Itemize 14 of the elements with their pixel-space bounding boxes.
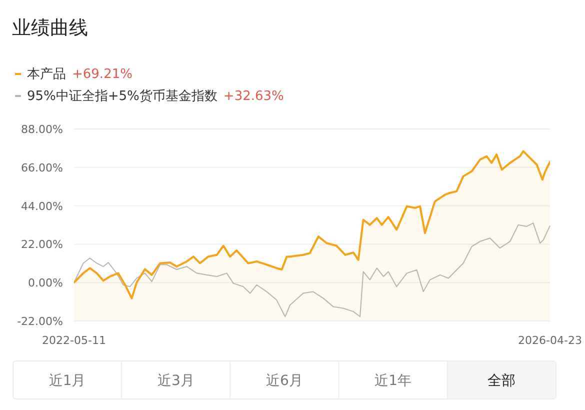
- y-tick-label: 66.00%: [21, 161, 63, 174]
- range-buttons: 近1月 近3月 近6月 近1年 全部: [12, 360, 556, 400]
- y-tick-label: 44.00%: [21, 200, 63, 213]
- y-tick-label: 22.00%: [21, 238, 63, 252]
- legend-label: 本产品: [27, 67, 66, 82]
- text: +69.21%: [72, 67, 132, 82]
- text: +32.63%: [223, 89, 284, 104]
- y-tick-label: 88.00%: [21, 123, 63, 136]
- y-tick-label: -22.00%: [17, 315, 63, 328]
- chart-title: 业绩曲线: [12, 17, 88, 39]
- legend-label: 95%中证全指+5%货币基金指数: [27, 89, 218, 104]
- x-tick-label: 2026-04-23: [518, 334, 582, 347]
- y-tick-label: 0.00%: [28, 276, 63, 290]
- x-tick-label: 2022-05-11: [42, 334, 106, 347]
